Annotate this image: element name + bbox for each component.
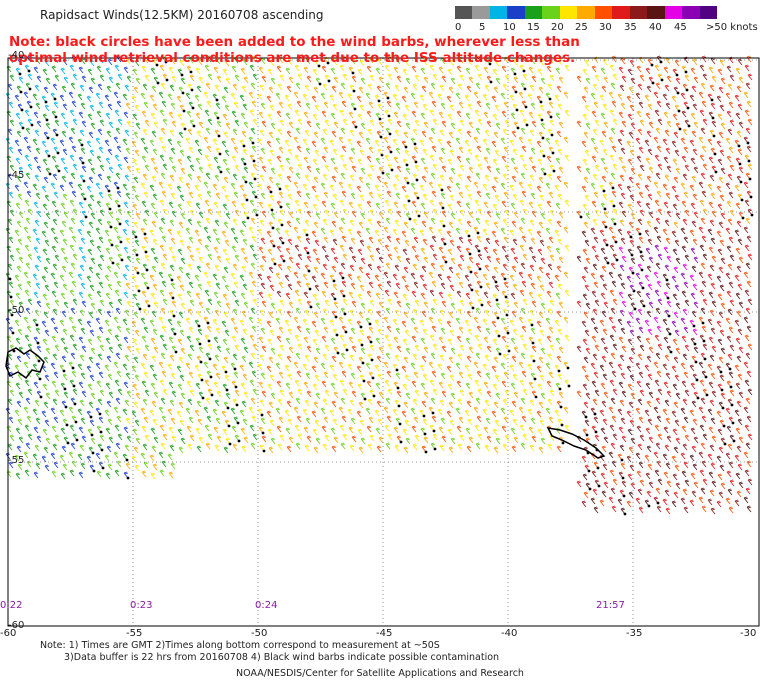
pass-time-label: 21:57	[596, 600, 625, 611]
pass-time-label: 0:23	[130, 600, 153, 611]
pass-time-label: 0:24	[255, 600, 278, 611]
legend-label: 40	[649, 22, 662, 33]
legend-label: 35	[624, 22, 637, 33]
credit-line: NOAA/NESDIS/Center for Satellite Applica…	[236, 668, 524, 679]
legend-label: 10	[503, 22, 516, 33]
footnotes: Note: 1) Times are GMT 2)Times along bot…	[40, 640, 499, 664]
grid-lines	[8, 58, 759, 626]
legend-swatch	[664, 6, 683, 19]
legend-swatch	[612, 6, 630, 19]
latitude-label: -60	[8, 620, 25, 631]
longitude-label: -35	[626, 628, 643, 639]
land-outlines	[5, 347, 606, 459]
legend-swatch	[489, 6, 508, 19]
legend-label: 5	[479, 22, 486, 33]
warning-note-line2: optimal wind retrieval conditions are me…	[9, 50, 576, 66]
legend-swatch	[524, 6, 543, 19]
legend-swatch	[594, 6, 613, 19]
legend-swatch	[682, 6, 700, 19]
warning-note: Note: black circles have been added to t…	[9, 34, 580, 66]
footnote-line2: 3)Data buffer is 22 hrs from 20160708 4)…	[64, 652, 500, 663]
latitude-label: -55	[8, 455, 25, 466]
legend-swatch	[629, 6, 648, 19]
legend-label: >50 knots	[706, 22, 758, 33]
longitude-label: -45	[376, 628, 393, 639]
longitude-label: -40	[501, 628, 518, 639]
legend-label: 45	[674, 22, 687, 33]
legend-swatch	[507, 6, 525, 19]
longitude-label: -30	[740, 628, 757, 639]
longitude-label: -50	[251, 628, 268, 639]
latitude-label: -50	[8, 305, 25, 316]
legend-label: 0	[455, 22, 462, 33]
legend-label: 25	[575, 22, 588, 33]
legend-label: 30	[599, 22, 612, 33]
legend-swatch	[559, 6, 578, 19]
legend-swatch	[699, 6, 718, 19]
warning-note-line1: Note: black circles have been added to t…	[9, 34, 580, 50]
pass-time-label: 0:22	[0, 600, 23, 611]
latitude-label: -45	[8, 170, 25, 181]
map-title: Rapidsact Winds(12.5KM) 20160708 ascendi…	[40, 8, 324, 22]
legend-swatch	[455, 6, 473, 19]
longitude-label: -55	[126, 628, 143, 639]
legend-label: 15	[527, 22, 540, 33]
wind-speed-legend	[455, 6, 718, 19]
legend-swatch	[542, 6, 560, 19]
falkland-islands	[5, 347, 45, 380]
legend-swatch	[472, 6, 490, 19]
wind-barbs	[5, 55, 754, 516]
longitude-label: -60	[0, 628, 17, 639]
legend-swatch	[647, 6, 665, 19]
legend-label: 20	[551, 22, 564, 33]
south-georgia	[546, 427, 606, 459]
footnote-line1: Note: 1) Times are GMT 2)Times along bot…	[40, 640, 440, 651]
latitude-label: -40	[8, 50, 25, 61]
legend-swatch	[577, 6, 595, 19]
